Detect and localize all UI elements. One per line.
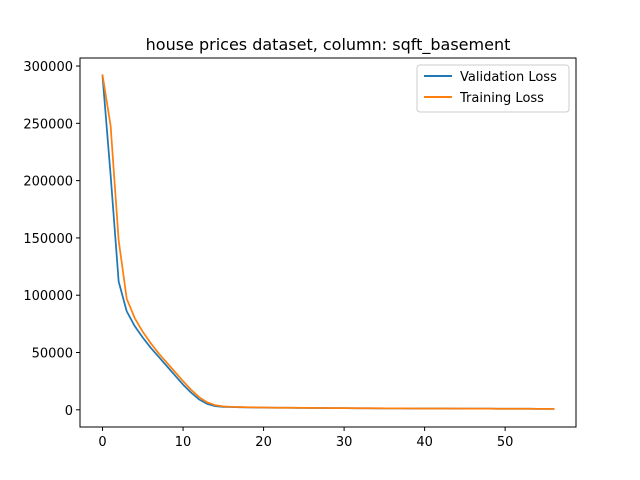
y-tick-label-50000: 50000 — [32, 347, 73, 362]
x-tick-label-40: 40 — [416, 435, 433, 450]
x-tick-label-10: 10 — [175, 435, 192, 450]
x-tick-label-50: 50 — [497, 435, 514, 450]
legend-label-training-loss: Training Loss — [459, 91, 544, 106]
chart-title: house prices dataset, column: sqft_basem… — [146, 35, 511, 55]
plot-frame — [79, 57, 577, 428]
y-tick-label-150000: 150000 — [23, 232, 73, 247]
x-tick-label-30: 30 — [336, 435, 353, 450]
series-layer — [101, 74, 555, 410]
y-axis: 0 50000 100000 150000 200000 250000 300000 — [23, 60, 80, 419]
x-tick-label-20: 20 — [255, 435, 272, 450]
y-tick-label-300000: 300000 — [23, 60, 73, 75]
legend: Validation Loss Training Loss — [416, 64, 570, 113]
x-tick-label-0: 0 — [98, 435, 106, 450]
y-tick-label-100000: 100000 — [23, 289, 73, 304]
y-tick-label-250000: 250000 — [23, 117, 73, 132]
plot-area — [79, 57, 577, 428]
y-tick-label-200000: 200000 — [23, 175, 73, 190]
series-line-training-loss — [101, 74, 555, 410]
legend-label-validation-loss: Validation Loss — [460, 70, 557, 85]
x-axis: 0 10 20 30 40 50 — [98, 427, 513, 450]
legend-frame — [416, 64, 570, 113]
y-tick-label-0: 0 — [65, 404, 73, 419]
